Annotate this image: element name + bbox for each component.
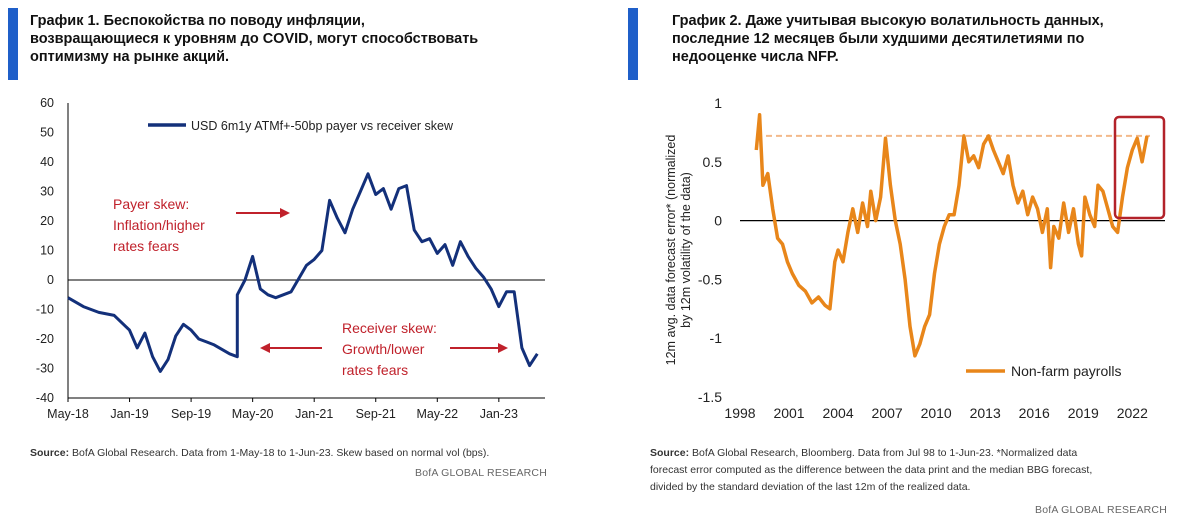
x-tick-label: 2016 [1019,405,1050,421]
y-axis-label-line: 12m avg. data forecast error* (normalize… [664,135,678,366]
y-tick-label: -1 [710,330,723,346]
x-tick-label: 2013 [970,405,1001,421]
annotation-receiver-text: Receiver skew: [342,320,437,336]
y-tick-label: 0.5 [703,154,723,170]
y-tick-label: 50 [40,126,54,140]
annotation-payer-text: rates fears [113,238,179,254]
x-tick-label: Jan-23 [480,407,518,421]
x-tick-label: 2022 [1117,405,1148,421]
x-tick-label: May-22 [416,407,458,421]
arrow-payer-head [280,208,290,218]
y-tick-label: 10 [40,244,54,258]
chart-1-title-line: График 1. Беспокойства по поводу инфляци… [30,13,365,29]
highlight-box [1113,115,1166,220]
x-tick-label: 2010 [921,405,952,421]
chart-1-plot: 60 50 40 30 20 10 0 -10 -20 -30 -40 May-18 Jan-19 Sep… [36,96,545,421]
y-tick-label: 60 [40,96,54,110]
x-tick-label: 2001 [773,405,804,421]
annotation-payer-text: Inflation/higher [113,217,205,233]
legend-label: USD 6m1y ATMf+-50bp payer vs receiver sk… [191,119,454,133]
chart-1-title-line: оптимизму на рынке акций. [30,49,230,65]
x-tick-label: 2007 [872,405,903,421]
y-tick-label: -1.5 [698,389,722,405]
y-tick-label: -0.5 [698,271,722,287]
series-line-skew [67,172,539,373]
chart-1-source: Source: BofA Global Research. Data from … [30,445,489,462]
y-tick-label: -40 [36,391,54,405]
source-label: Source: [30,447,70,459]
y-tick-label: 0 [714,213,722,229]
source-text: BofA Global Research. Data from 1-May-18… [72,447,490,459]
chart-1-title: График 1. Беспокойства по поводу инфляци… [30,12,478,66]
title-accent-bar-2 [628,8,638,80]
x-tick-label: May-20 [232,407,274,421]
y-tick-label: -10 [36,303,54,317]
chart-1-title-line: возвращающиеся к уровням до COVID, могут… [30,31,479,47]
y-tick-label: 0 [47,273,54,287]
annotation-receiver-text: Growth/lower [342,341,425,357]
arrow-receiver-left-head [260,343,270,353]
brand-label-1: BofA GLOBAL RESEARCH [415,467,547,479]
chart-2-title-line: недооценке числа NFP. [672,49,839,65]
y-tick-label: -20 [36,332,54,346]
source-text: divided by the standard deviation of the… [650,481,971,493]
y-tick-label: 40 [40,155,54,169]
y-tick-label: 30 [40,185,54,199]
y-tick-label: 1 [714,95,722,111]
x-tick-label: 1998 [724,405,755,421]
annotation-receiver-text: rates fears [342,362,408,378]
y-axis-label-line: by 12m volatility of the data) [679,172,693,328]
x-tick-label: 2004 [822,405,853,421]
source-text: BofA Global Research, Bloomberg. Data fr… [692,447,1078,459]
title-accent-bar-1 [8,8,18,80]
x-tick-label: Jan-19 [110,407,148,421]
x-tick-label: Jan-21 [295,407,333,421]
x-tick-label: Sep-21 [356,407,396,421]
annotation-payer-text: Payer skew: [113,196,189,212]
chart-2-title-line: последние 12 месяцев были худшими десяти… [672,31,1085,47]
chart-2-source: Source: BofA Global Research, Bloomberg.… [650,445,1092,496]
series-line-nfp [754,113,1149,358]
brand-label-2: BofA GLOBAL RESEARCH [1035,504,1167,516]
y-axis-label: 12m avg. data forecast error* (normalize… [664,135,693,366]
source-text: forecast error computed as the differenc… [650,464,1093,476]
y-tick-label: 20 [40,214,54,228]
y-tick-label: -30 [36,362,54,376]
arrow-receiver-right-head [498,343,508,353]
legend-label: Non-farm payrolls [1011,363,1121,379]
x-tick-label: Sep-19 [171,407,211,421]
source-label: Source: [650,447,690,459]
chart-2-title-line: График 2. Даже учитывая высокую волатиль… [672,13,1104,29]
chart-2-title: График 2. Даже учитывая высокую волатиль… [672,12,1104,66]
x-tick-label: May-18 [47,407,89,421]
x-tick-label: 2019 [1068,405,1099,421]
